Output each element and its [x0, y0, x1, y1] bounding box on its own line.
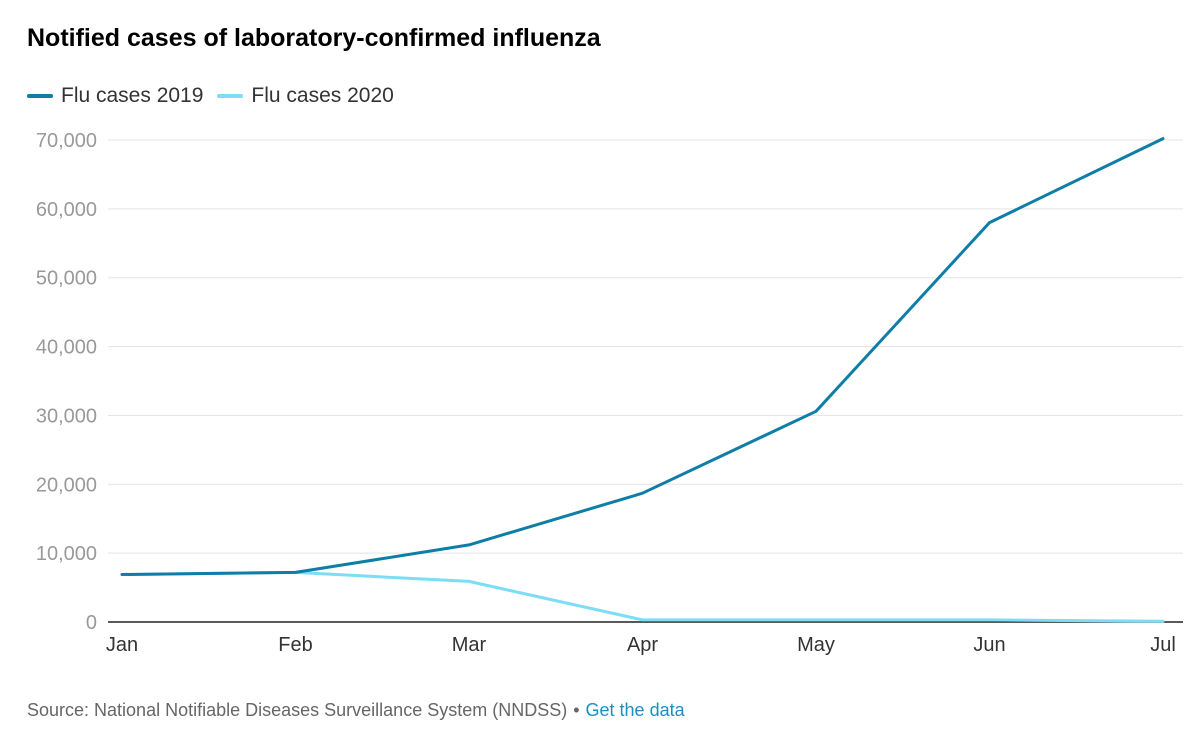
y-tick-label: 0 — [86, 612, 97, 634]
y-tick-label: 60,000 — [36, 199, 97, 221]
footer-separator: • — [573, 700, 580, 720]
y-axis-tick-labels: 0 10,000 20,000 30,000 40,000 50,000 60,000 70,… — [36, 130, 97, 634]
y-tick-label: 30,000 — [36, 405, 97, 427]
chart-legend: Flu cases 2019 Flu cases 2020 — [27, 84, 408, 108]
source-text: Source: National Notifiable Diseases Sur… — [27, 700, 568, 720]
legend-swatch-2020 — [217, 94, 244, 98]
x-tick-label: May — [797, 634, 835, 656]
y-tick-label: 70,000 — [36, 130, 97, 152]
x-axis-tick-labels: Jan Feb Mar Apr May Jun Jul — [106, 634, 1176, 656]
x-tick-label: Feb — [278, 634, 312, 656]
y-tick-label: 50,000 — [36, 268, 97, 290]
series-lines — [120, 137, 1165, 623]
y-tick-label: 10,000 — [36, 543, 97, 565]
x-tick-label: Mar — [452, 634, 487, 656]
x-tick-label: Jan — [106, 634, 138, 656]
series-line-2019 — [120, 137, 1165, 576]
x-tick-label: Jun — [973, 634, 1005, 656]
x-tick-label: Jul — [1150, 634, 1176, 656]
gridlines — [108, 139, 1183, 554]
legend-item-2019: Flu cases 2019 — [27, 84, 203, 108]
source-footer: Source: National Notifiable Diseases Sur… — [27, 700, 685, 721]
legend-swatch-2019 — [27, 94, 53, 98]
legend-item-2020: Flu cases 2020 — [217, 84, 394, 108]
y-tick-label: 40,000 — [36, 337, 97, 359]
series-line-2020 — [120, 570, 1165, 623]
line-chart: 0 10,000 20,000 30,000 40,000 50,000 60,000 70,… — [36, 130, 1183, 656]
legend-label-2019: Flu cases 2019 — [61, 84, 204, 107]
get-the-data-link[interactable]: Get the data — [585, 700, 685, 720]
legend-label-2020: Flu cases 2020 — [251, 84, 394, 107]
x-tick-label: Apr — [627, 634, 658, 656]
chart-title: Notified cases of laboratory-confirmed i… — [27, 24, 601, 52]
y-tick-label: 20,000 — [36, 474, 97, 496]
